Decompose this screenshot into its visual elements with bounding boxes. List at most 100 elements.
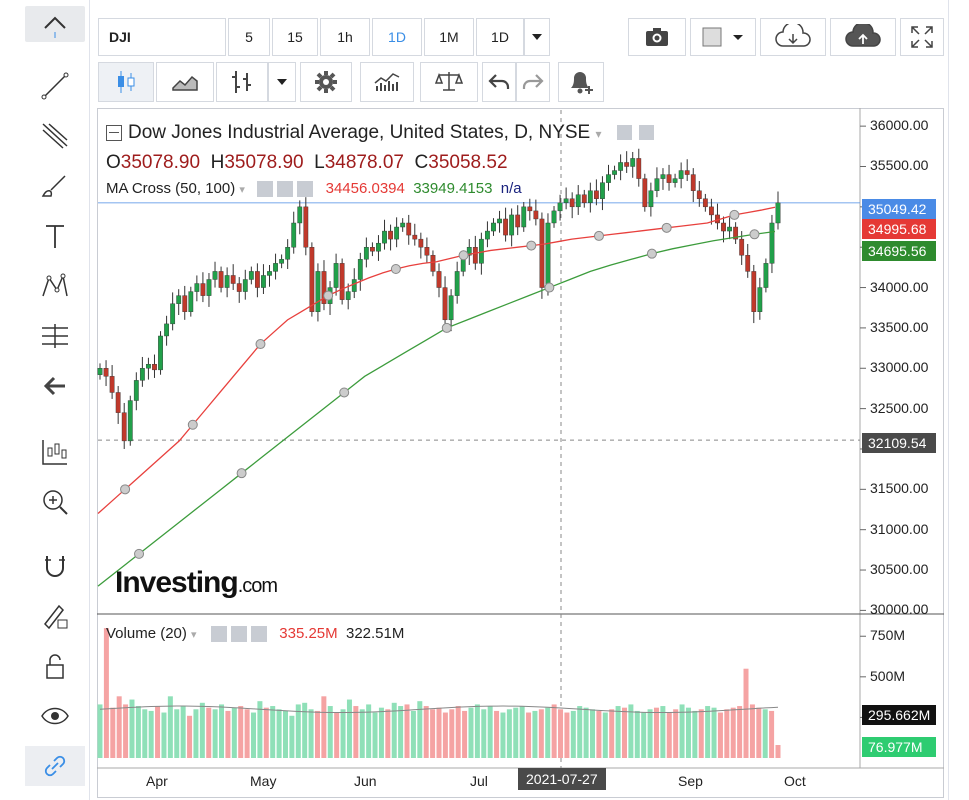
interval-1d-button[interactable]: 1D [372, 18, 422, 56]
candle-body [630, 158, 636, 167]
chart-container[interactable] [97, 108, 944, 798]
zoom-in-icon[interactable] [25, 482, 85, 522]
volume-bar [314, 710, 320, 758]
ma-settings-icon[interactable] [277, 181, 294, 198]
collapse-up-icon[interactable] [25, 6, 85, 42]
lock-drawing-icon[interactable] [25, 596, 85, 636]
undo-icon[interactable] [482, 62, 516, 102]
ma-visibility-icon[interactable] [257, 181, 274, 198]
candle-body [242, 279, 248, 292]
volume-bar [327, 706, 333, 758]
candle-body [285, 247, 291, 260]
interval-15-button[interactable]: 15 [272, 18, 318, 56]
candle-body [654, 178, 660, 191]
candle-body [158, 335, 163, 371]
volume-bar [180, 706, 186, 758]
magnet-icon[interactable] [25, 546, 85, 586]
interval-1m-button[interactable]: 1M [424, 18, 474, 56]
volume-bar [135, 706, 141, 758]
indicators-chart-icon[interactable] [360, 62, 414, 102]
price-tick-label: 32500.00 [870, 399, 929, 416]
indicators-icon[interactable] [25, 432, 85, 472]
right-panel-edge [948, 0, 969, 800]
area-chart-icon[interactable] [156, 62, 214, 102]
chart-type-dropdown-icon[interactable] [268, 62, 296, 102]
candle-body [448, 295, 454, 321]
volume-bar [206, 707, 212, 758]
volume-bar [647, 709, 653, 758]
fullscreen-icon[interactable] [900, 18, 944, 56]
candle-body [521, 206, 527, 228]
volume-bar [193, 709, 199, 758]
interval-5-button[interactable]: 5 [228, 18, 270, 56]
brush-icon[interactable] [25, 166, 85, 206]
vol-visibility-icon[interactable] [210, 626, 227, 643]
unlock-icon[interactable] [25, 646, 85, 686]
interval-dropdown-icon[interactable] [524, 18, 550, 56]
add-alert-icon[interactable] [558, 62, 604, 102]
candle-body [412, 234, 418, 240]
volume-bar [123, 704, 129, 758]
legend-dropdown-icon[interactable]: ▾ [595, 127, 602, 141]
volume-bar [634, 710, 640, 758]
ma-fast-line [97, 206, 776, 515]
vol-settings-icon[interactable] [230, 626, 247, 643]
fib-tools-icon[interactable] [25, 116, 85, 156]
collapse-legend-icon[interactable] [106, 124, 122, 141]
volume-bar [692, 710, 698, 758]
link-icon[interactable] [25, 746, 85, 786]
cloud-upload-icon[interactable] [830, 18, 896, 56]
candle-body [182, 295, 188, 312]
volume-bar [282, 710, 288, 758]
volume-bar [212, 709, 218, 758]
price-tick-label: 35500.00 [870, 157, 929, 174]
symbol-input[interactable]: DJI [98, 18, 226, 56]
volume-bar [148, 710, 154, 758]
ma-cross-legend: MA Cross (50, 100) ▾ 34456.0394 33949.41… [106, 180, 522, 198]
screenshot-camera-icon[interactable] [628, 18, 686, 56]
redo-icon[interactable] [516, 62, 550, 102]
candle-body [775, 202, 781, 224]
candles-chart-icon[interactable] [98, 62, 154, 102]
interval-custom-button[interactable]: 1D [476, 18, 524, 56]
prediction-tool-icon[interactable] [25, 316, 85, 356]
interval-1h-button[interactable]: 1h [320, 18, 370, 56]
volume-bar [167, 696, 173, 758]
candle-body [533, 210, 539, 220]
volume-bar [762, 709, 768, 758]
ma-remove-icon[interactable] [297, 181, 314, 198]
settings-gear-icon[interactable] [300, 62, 352, 102]
candle-body [648, 190, 654, 208]
volume-bar [685, 707, 691, 758]
pattern-tool-icon[interactable] [25, 266, 85, 306]
text-tool-icon[interactable] [25, 216, 85, 256]
volume-avg-label: 295.662M [862, 705, 936, 725]
color-square-icon[interactable] [690, 18, 756, 56]
volume-bar [417, 701, 423, 758]
legend-settings-icon[interactable] [639, 125, 655, 141]
vol-remove-icon[interactable] [251, 626, 268, 643]
volume-bar [590, 709, 596, 758]
back-arrow-icon[interactable] [25, 366, 85, 406]
volume-bar [225, 710, 231, 758]
volume-bar [749, 704, 755, 758]
candle-body [600, 182, 605, 199]
x-tick-label: May [250, 773, 277, 789]
price-tick-label: 30500.00 [870, 561, 929, 578]
eye-icon[interactable] [25, 696, 85, 736]
visibility-icon[interactable] [616, 125, 632, 141]
trend-line-icon[interactable] [25, 66, 85, 106]
bars-chart-icon[interactable] [216, 62, 268, 102]
volume-avg-line [99, 705, 779, 714]
compare-scale-icon[interactable] [420, 62, 478, 102]
cloud-download-icon[interactable] [760, 18, 826, 56]
volume-bar [737, 706, 743, 758]
volume-bar [577, 706, 583, 758]
left-toolbar [0, 0, 90, 800]
candle-body [400, 222, 406, 228]
volume-bar [666, 712, 672, 758]
candle-body [376, 242, 381, 252]
candle-body [491, 222, 496, 232]
ma-fast-marker [187, 419, 198, 430]
